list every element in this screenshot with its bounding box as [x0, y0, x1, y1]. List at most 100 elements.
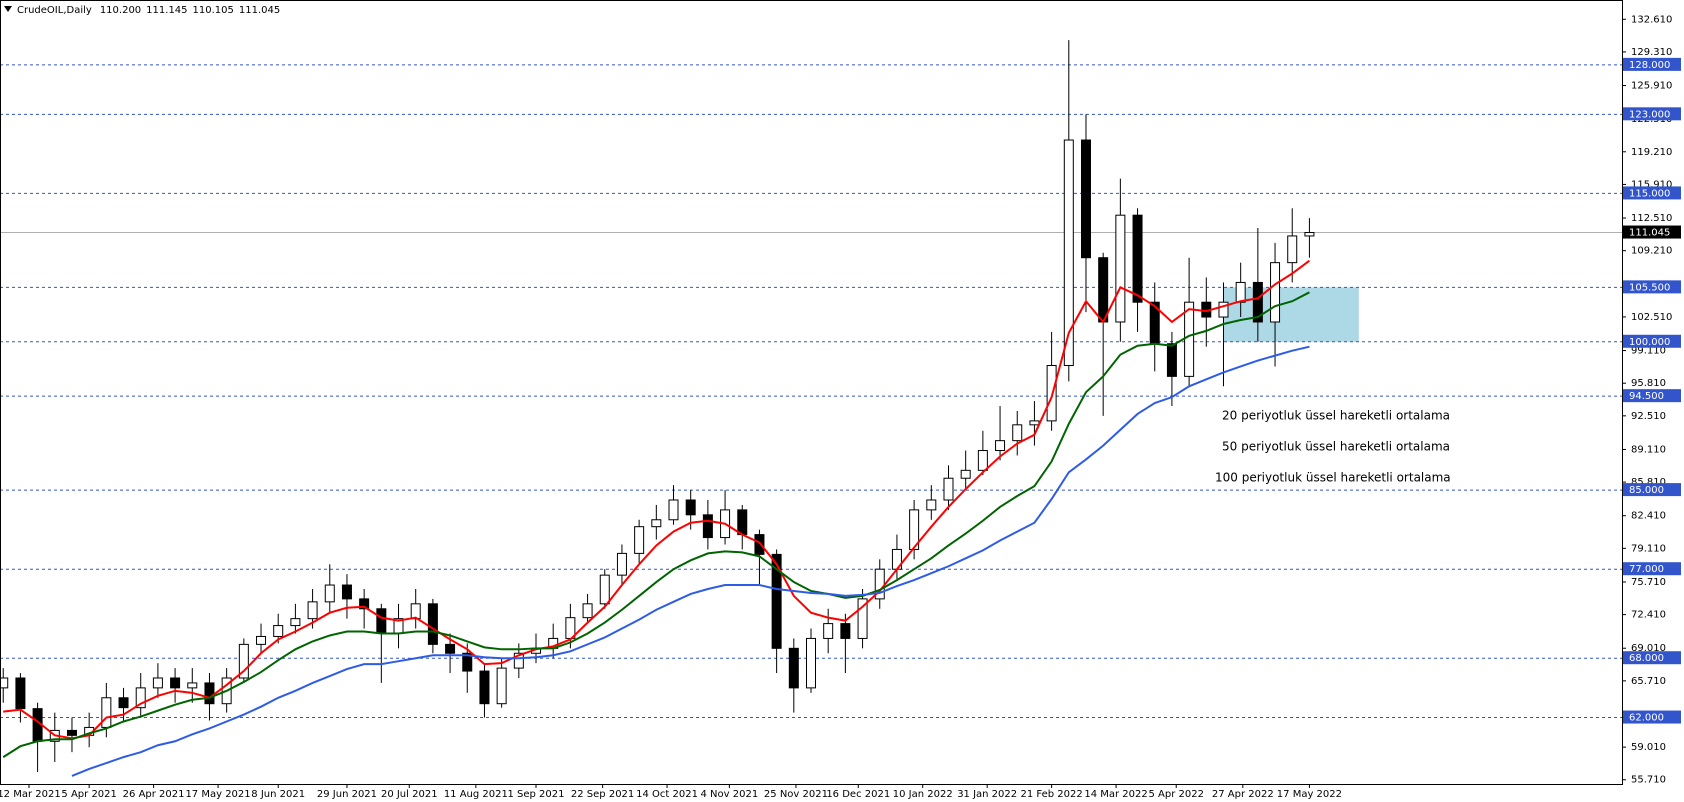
- y-tick-label: 59.010: [1631, 742, 1666, 753]
- x-tick-label: 20 Jul 2021: [381, 789, 438, 800]
- y-tick-label: 89.110: [1631, 444, 1666, 455]
- last-bar-value: 111.145: [146, 5, 187, 16]
- zone: [1223, 287, 1359, 342]
- x-tick-label: 14 Mar 2022: [1084, 789, 1147, 800]
- candle-body: [341, 584, 352, 600]
- y-tick-label: 99.110: [1631, 346, 1666, 357]
- x-tick-label: 16 Dec 2021: [826, 789, 890, 800]
- level-label-box: [1623, 107, 1681, 121]
- candle-body: [256, 635, 267, 645]
- candle-body: [187, 682, 198, 689]
- candle-body: [66, 729, 77, 736]
- candle-body: [977, 450, 988, 471]
- candle-body: [599, 574, 610, 605]
- candle-body: [1046, 364, 1057, 422]
- level-label-box: [1623, 483, 1681, 497]
- level-label: 100.000: [1629, 337, 1670, 348]
- candle-body: [118, 697, 129, 709]
- candle-body: [1132, 214, 1143, 303]
- level-label-box: [1623, 57, 1681, 71]
- candle-body: [1304, 232, 1315, 237]
- x-tick-label: 25 Nov 2021: [764, 789, 828, 800]
- current-price-label: 111.045: [1629, 228, 1670, 239]
- x-tick-label: 17 May 2021: [185, 789, 250, 800]
- level-label: 123.000: [1629, 109, 1670, 120]
- legend-entry: 50 periyotluk üssel hareketli ortalama: [1222, 440, 1450, 454]
- y-tick-label: 55.710: [1631, 775, 1666, 786]
- candle-body: [1252, 281, 1263, 323]
- level-label-box: [1623, 280, 1681, 294]
- candle-body: [479, 670, 490, 705]
- candle-body: [1080, 139, 1091, 259]
- ema-line: [2, 291, 1310, 758]
- y-tick-label: 95.810: [1631, 378, 1666, 389]
- level-label: 68.000: [1629, 653, 1664, 664]
- candle-body: [290, 618, 301, 627]
- candle-body: [376, 608, 387, 634]
- candle-body: [1115, 214, 1126, 323]
- menu-arrow: [4, 6, 12, 12]
- candle-body: [960, 469, 971, 479]
- x-tick-label: 17 May 2022: [1277, 789, 1342, 800]
- level-label-box: [1623, 710, 1681, 724]
- y-tick-label: 112.510: [1631, 213, 1672, 224]
- level-label: 77.000: [1629, 564, 1664, 575]
- level-label-box: [1623, 389, 1681, 403]
- candle-body: [685, 499, 696, 516]
- candle-body: [616, 552, 627, 576]
- candle-body: [462, 652, 473, 672]
- candle-body: [359, 598, 370, 610]
- x-tick-label: 11 Aug 2021: [444, 789, 508, 800]
- last-bar-value: 111.045: [239, 5, 280, 16]
- candle-body: [823, 623, 834, 639]
- level-label: 85.000: [1629, 485, 1664, 496]
- legend-entry: 100 periyotluk üssel hareketli ortalama: [1215, 471, 1451, 485]
- level-label: 94.500: [1629, 391, 1664, 402]
- y-tick-label: 65.710: [1631, 676, 1666, 687]
- level-label: 128.000: [1629, 60, 1670, 71]
- candle-body: [702, 514, 713, 539]
- x-tick-label: 12 Mar 2021: [0, 789, 61, 800]
- y-tick-label: 119.210: [1631, 147, 1672, 158]
- y-tick-label: 85.810: [1631, 477, 1666, 488]
- candle-body: [788, 647, 799, 689]
- legend-entry: 20 periyotluk üssel hareketli ortalama: [1222, 409, 1450, 423]
- candle-body: [1270, 262, 1281, 323]
- level-label-box: [1623, 562, 1681, 576]
- candle-body: [668, 499, 679, 521]
- y-tick-label: 109.210: [1631, 246, 1672, 257]
- last-bar-value: 110.200: [100, 5, 141, 16]
- x-tick-label: 4 Nov 2021: [701, 789, 759, 800]
- candle-body: [1235, 281, 1246, 303]
- x-tick-label: 10 Jan 2022: [893, 789, 953, 800]
- candle-body: [771, 553, 782, 649]
- x-tick-label: 21 Feb 2022: [1020, 789, 1082, 800]
- x-tick-label: 29 Jun 2021: [317, 789, 377, 800]
- x-tick-label: 26 Apr 2021: [123, 789, 185, 800]
- candle-body: [324, 584, 335, 603]
- candle-body: [15, 677, 26, 710]
- candle-body: [101, 697, 112, 728]
- candle-body: [0, 677, 9, 689]
- x-tick-label: 1 Sep 2021: [507, 789, 564, 800]
- candle-body: [427, 603, 438, 645]
- candle-body: [1063, 139, 1074, 366]
- candle-body: [1166, 343, 1177, 377]
- ema-line: [3, 259, 1311, 740]
- y-tick-label: 115.910: [1631, 179, 1672, 190]
- candle-body: [926, 499, 937, 511]
- x-tick-label: 31 Jan 2022: [957, 789, 1017, 800]
- x-tick-label: 5 Apr 2022: [1148, 789, 1203, 800]
- x-tick-label: 5 Apr 2021: [61, 789, 116, 800]
- y-tick-label: 129.310: [1631, 47, 1672, 58]
- candle-body: [152, 677, 163, 689]
- x-tick-label: 27 Apr 2022: [1212, 789, 1274, 800]
- level-label: 105.500: [1629, 282, 1670, 293]
- level-label: 115.000: [1629, 188, 1670, 199]
- candle-body: [995, 440, 1006, 452]
- y-tick-label: 132.610: [1631, 14, 1672, 25]
- candle-body: [496, 667, 507, 705]
- candle-body: [754, 534, 765, 555]
- candle-body: [135, 687, 146, 709]
